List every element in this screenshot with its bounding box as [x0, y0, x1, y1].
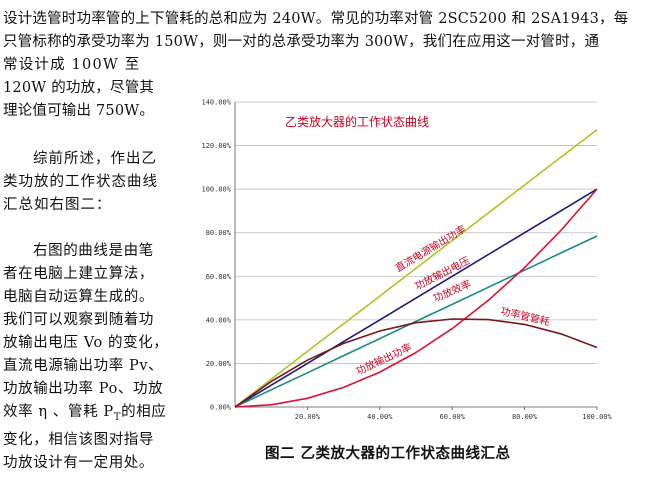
y-tick-label: 100.00%: [201, 186, 231, 194]
series-line-4: [234, 318, 598, 408]
y-tick-label: 60.00%: [206, 273, 232, 281]
x-tick-label: 20.00%: [295, 413, 321, 421]
y-tick-label: 140.00%: [201, 99, 231, 107]
x-tick-label: 100.00%: [582, 413, 612, 421]
chart: 0.00% 20.00% 40.00% 60.00% 80.00% 100.00% 120.…: [201, 99, 612, 422]
text-line: 电脑自动运算生成的。: [3, 289, 154, 305]
text-line: 常设计成 100W 至: [3, 57, 141, 73]
y-tick-label: 80.00%: [206, 229, 232, 237]
text-line: 效率 η 、管耗 PT的相应: [3, 401, 181, 429]
x-tick-label: 40.00%: [367, 413, 393, 421]
text-line: 功放输出功率 Po、功放: [3, 381, 164, 397]
text-line: 直流电源输出功率 Pv、: [3, 358, 164, 374]
paragraph-explanation: 右图的曲线是由笔 者在电脑上建立算法， 电脑自动运算生成的。 我们可以观察到随着…: [3, 240, 181, 475]
series-line-3: [234, 188, 598, 408]
x-tick-label: 60.00%: [440, 413, 466, 421]
text-line: 功放设计有一定用处。: [3, 454, 154, 471]
text-line: 者在电脑上建立算法，: [3, 266, 154, 282]
text-line: 设计选管时功率管的上下管耗的总和应为 240W。常见的功率对管 2SC5200 …: [3, 11, 629, 27]
series-line-0: [234, 129, 598, 408]
text-line: 汇总如右图二：: [3, 197, 112, 213]
text-segment: 的相应: [121, 404, 167, 420]
chart-title: 乙类放大器的工作状态曲线: [285, 114, 429, 129]
series-lines: [234, 129, 598, 408]
subscript: T: [113, 411, 122, 423]
paragraph-summary: 综前所述，作出乙 类功放的工作状态曲线 汇总如右图二：: [3, 148, 181, 217]
figure-caption: 图二 乙类放大器的工作状态曲线汇总: [265, 445, 511, 462]
text-segment: 效率 η 、管耗 P: [3, 404, 114, 420]
series-line-2: [234, 235, 598, 408]
y-tick-label: 20.00%: [206, 360, 232, 368]
series-line-1: [234, 188, 598, 408]
text-line: 120W 的功放，尽管其: [3, 80, 155, 96]
text-line: 变化，相信该图对指导: [3, 431, 154, 448]
text-line: 综前所述，作出乙: [33, 151, 157, 167]
text-line: 理论值可输出 750W。: [3, 103, 155, 119]
text-line: 放输出电压 Vo 的变化，: [3, 335, 169, 351]
paragraph-intro: 设计选管时功率管的上下管耗的总和应为 240W。常见的功率对管 2SC5200 …: [3, 8, 645, 123]
y-tick-label: 40.00%: [206, 316, 232, 324]
y-tick-label: 0.00%: [210, 404, 232, 412]
tick-labels: 0.00% 20.00% 40.00% 60.00% 80.00% 100.00% 120.…: [201, 99, 612, 422]
x-tick-label: 80.00%: [512, 413, 538, 421]
text-line: 我们可以观察到随着功: [3, 312, 154, 328]
text-line: 只管标称的承受功率为 150W，则一对的总承受功率为 300W，我们在应用这一对…: [3, 34, 600, 50]
y-tick-label: 120.00%: [201, 142, 231, 150]
text-line: 类功放的工作状态曲线: [3, 174, 158, 190]
gridlines: [234, 101, 598, 410]
text-line: 右图的曲线是由笔: [33, 243, 154, 259]
